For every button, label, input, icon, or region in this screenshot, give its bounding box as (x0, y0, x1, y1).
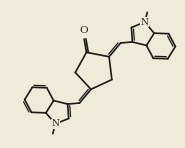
Text: N: N (141, 18, 149, 27)
Text: N: N (51, 119, 59, 128)
Text: O: O (79, 26, 88, 35)
